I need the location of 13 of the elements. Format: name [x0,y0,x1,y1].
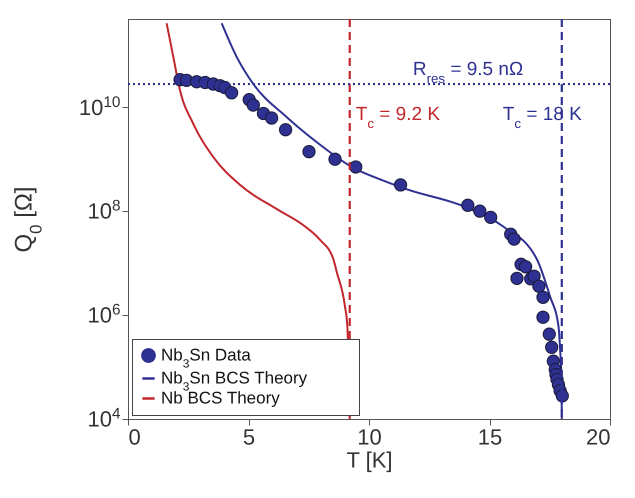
y-tick-label: 10$^{4}$ [87,405,121,432]
x-axis-title: T [K] [346,448,393,472]
x-tick-label: 5 [242,424,256,450]
y-tick-label: 10$^{6}$ [87,301,120,328]
annotation: R$_{res}$ = 9.5 nΩ [412,59,524,86]
ref-line-label: T$_{c}$ = 9.2 K [356,104,440,130]
x-tick-label: 15 [478,424,502,450]
x-tick-label: 0 [128,424,141,450]
y-tick-label: 10$^{10}$ [78,93,120,120]
legend-label: Nb$_{3}$Sn Data [161,346,252,370]
x-tick-label: 10 [357,424,382,450]
x-tick-label: 20 [586,424,610,450]
y-tick-label: 10$^{8}$ [87,197,120,224]
